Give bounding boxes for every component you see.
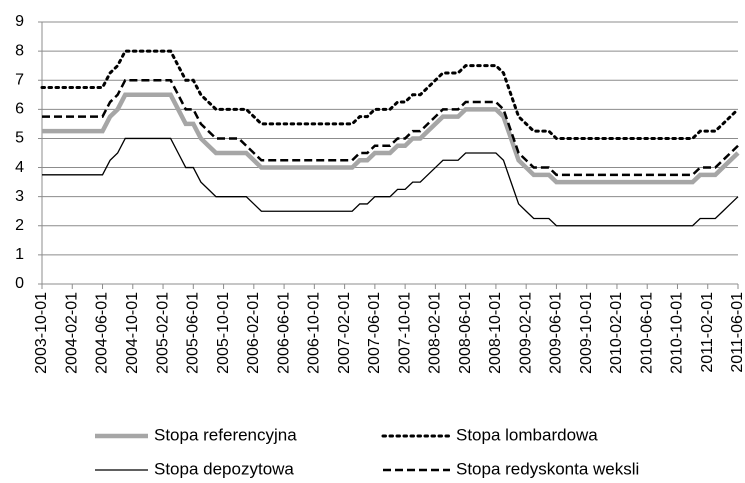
y-tick-label: 7: [15, 71, 24, 88]
x-tick-label: 2008-10-01: [487, 292, 504, 374]
x-tick-label: 2009-02-01: [517, 292, 534, 374]
x-tick-label: 2011-02-01: [699, 292, 716, 373]
x-tick-label: 2006-10-01: [306, 292, 323, 374]
legend-label: Stopa lombardowa: [456, 425, 598, 444]
x-tick-label: 2008-06-01: [457, 292, 474, 374]
series-line: [42, 137, 739, 227]
x-tick-label: 2008-02-01: [427, 292, 444, 374]
y-tick-label: 2: [15, 217, 24, 234]
y-tick-label: 5: [15, 130, 24, 147]
y-tick-label: 8: [15, 42, 24, 59]
x-tick-label: 2010-02-01: [608, 292, 625, 374]
y-tick-label: 1: [15, 246, 24, 263]
series-line: [42, 78, 739, 177]
x-tick-label: 2007-02-01: [336, 292, 353, 374]
x-tick-label: 2010-10-01: [669, 292, 686, 374]
y-tick-label: 3: [15, 188, 24, 205]
legend-label: Stopa depozytowa: [154, 459, 294, 478]
legend-label: Stopa redyskonta weksli: [456, 459, 639, 478]
series-line: [40, 49, 740, 140]
x-tick-label: 2009-06-01: [548, 292, 565, 374]
x-tick-label: 2007-06-01: [366, 292, 383, 374]
x-tick-label: 2007-10-01: [396, 292, 413, 374]
x-tick-label: 2006-02-01: [245, 292, 262, 374]
x-tick-label: 2005-02-01: [154, 292, 171, 374]
x-tick-label: 2003-10-01: [33, 292, 50, 374]
x-tick-label: 2009-10-01: [578, 292, 595, 374]
x-tick-label: 2004-06-01: [94, 292, 111, 374]
series-line: [42, 92, 740, 185]
x-tick-label: 2010-06-01: [638, 292, 655, 374]
x-tick-label: 2006-06-01: [275, 292, 292, 374]
legend-label: Stopa referencyjna: [154, 425, 297, 444]
y-tick-label: 9: [15, 13, 24, 30]
x-tick-label: 2005-06-01: [185, 292, 202, 374]
x-tick-label: 2004-02-01: [63, 292, 80, 374]
x-tick-label: 2011-06-01: [729, 292, 745, 373]
x-tick-label: 2005-10-01: [215, 292, 232, 374]
y-tick-label: 4: [15, 159, 24, 176]
y-tick-label: 6: [15, 101, 24, 118]
x-tick-label: 2004-10-01: [124, 292, 141, 374]
y-tick-label: 0: [15, 275, 24, 292]
